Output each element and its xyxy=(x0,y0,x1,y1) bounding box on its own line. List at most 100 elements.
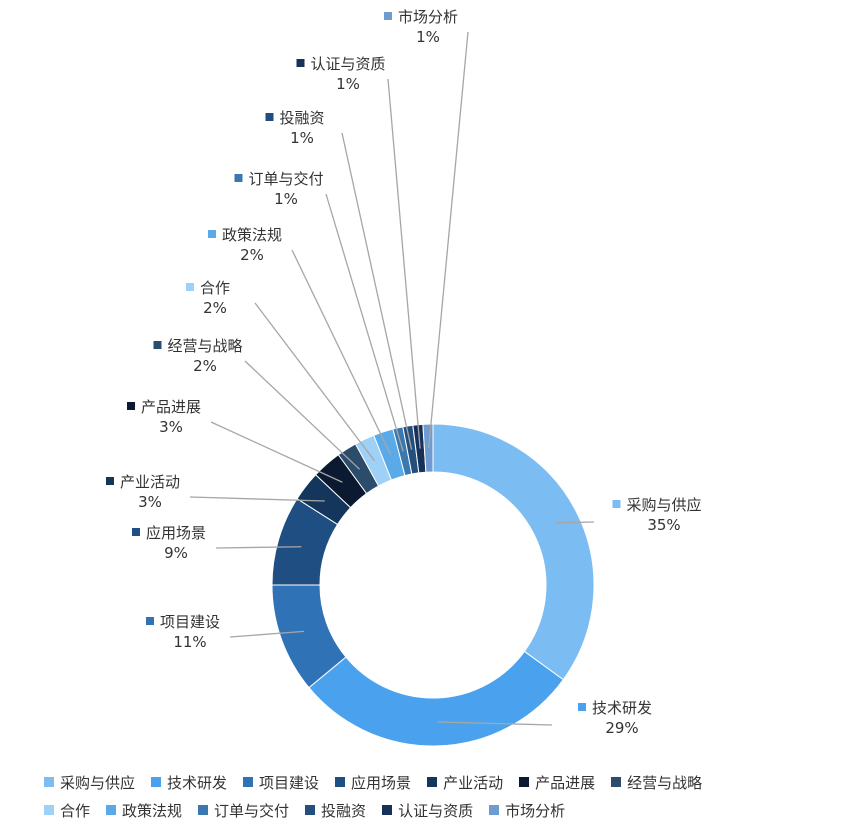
slice-label-项目建设: 项目建设 11% xyxy=(146,613,220,651)
legend-item-市场分析: 市场分析 xyxy=(489,800,565,821)
legend-label: 订单与交付 xyxy=(214,801,290,820)
leader-line-产业活动 xyxy=(189,496,325,502)
slice-label-name: 合作 xyxy=(200,279,230,297)
slice-label-name: 应用场景 xyxy=(146,524,206,542)
legend-label: 合作 xyxy=(60,801,91,820)
legend-item-政策法规: 政策法规 xyxy=(106,800,182,821)
slice-label-swatch xyxy=(234,174,243,182)
legend-label: 项目建设 xyxy=(259,773,320,792)
donut-chart: 采购与供应 35% 技术研发 29% 项目建设 11% 应用场景 9% 产业活动 3% 产品进展 3%… xyxy=(106,8,702,747)
legend-item-产品进展: 产品进展 xyxy=(519,772,595,793)
slice-label-value: 11% xyxy=(173,633,206,651)
slice-label-swatch xyxy=(265,113,274,121)
legend-item-项目建设: 项目建设 xyxy=(243,772,319,793)
slice-label-技术研发: 技术研发 29% xyxy=(578,699,652,737)
slice-label-经营与战略: 经营与战略 2% xyxy=(153,337,243,375)
leader-line-认证与资质 xyxy=(387,78,421,449)
slice-label-value: 29% xyxy=(605,719,638,737)
legend-item-技术研发: 技术研发 xyxy=(151,772,227,793)
slice-label-value: 1% xyxy=(290,129,314,147)
slice-label-value: 1% xyxy=(336,75,360,93)
slice-label-swatch xyxy=(296,59,305,67)
leader-line-订单与交付 xyxy=(325,193,404,452)
slice-label-swatch xyxy=(578,703,586,711)
slice-label-产业活动: 产业活动 3% xyxy=(106,473,180,511)
legend-swatch xyxy=(243,777,254,787)
slice-label-value: 3% xyxy=(138,493,162,511)
slice-技术研发 xyxy=(308,650,564,747)
slice-采购与供应 xyxy=(432,423,595,681)
slice-label-产品进展: 产品进展 3% xyxy=(127,398,201,436)
legend-label: 认证与资质 xyxy=(398,801,474,820)
legend-swatch xyxy=(44,805,54,815)
slice-label-name: 产品进展 xyxy=(141,398,201,416)
slice-label-政策法规: 政策法规 2% xyxy=(208,226,282,264)
slice-label-swatch xyxy=(153,341,162,349)
slice-label-name: 市场分析 xyxy=(398,8,458,26)
legend-label: 技术研发 xyxy=(167,773,228,792)
slice-label-swatch xyxy=(106,477,114,485)
legend-swatch xyxy=(382,805,393,815)
legend-item-订单与交付: 订单与交付 xyxy=(198,800,289,821)
slice-label-swatch xyxy=(612,500,621,508)
slice-label-投融资: 投融资 1% xyxy=(265,109,325,147)
legend-swatch xyxy=(305,805,316,815)
slice-label-name: 认证与资质 xyxy=(311,55,386,73)
legend: 采购与供应 技术研发 项目建设 应用场景 产业活动 产品进展 经营与战略 合作 政策法规 订单与… xyxy=(44,768,844,824)
legend-row: 合作 政策法规 订单与交付 投融资 认证与资质 市场分析 xyxy=(44,796,844,824)
legend-swatch xyxy=(44,777,54,787)
slice-label-认证与资质: 认证与资质 1% xyxy=(296,55,386,93)
legend-swatch xyxy=(427,777,438,787)
slice-label-value: 9% xyxy=(164,544,188,562)
slice-label-swatch xyxy=(208,230,216,238)
slice-label-swatch xyxy=(384,12,392,20)
slice-label-name: 采购与供应 xyxy=(627,496,702,514)
leader-line-市场分析 xyxy=(428,31,469,449)
leader-line-应用场景 xyxy=(215,546,302,549)
legend-item-产业活动: 产业活动 xyxy=(427,772,503,793)
legend-label: 经营与战略 xyxy=(627,773,703,792)
legend-swatch xyxy=(106,805,117,815)
leader-line-项目建设 xyxy=(229,630,305,638)
leader-lines xyxy=(189,31,595,726)
leader-line-投融资 xyxy=(341,132,413,450)
slice-label-swatch xyxy=(127,402,135,410)
leader-line-采购与供应 xyxy=(555,521,595,524)
leader-line-政策法规 xyxy=(291,249,392,455)
legend-item-投融资: 投融资 xyxy=(305,800,366,821)
legend-label: 采购与供应 xyxy=(60,773,136,792)
legend-swatch xyxy=(611,777,622,787)
slice-label-value: 1% xyxy=(274,190,298,208)
legend-item-合作: 合作 xyxy=(44,800,90,821)
slice-label-采购与供应: 采购与供应 35% xyxy=(612,496,702,534)
slice-label-name: 技术研发 xyxy=(592,699,652,717)
slice-labels: 采购与供应 35% 技术研发 29% 项目建设 11% 应用场景 9% 产业活动 3% 产品进展 3%… xyxy=(106,8,702,737)
slice-label-value: 1% xyxy=(416,28,440,46)
slice-label-应用场景: 应用场景 9% xyxy=(132,524,206,562)
slice-label-name: 投融资 xyxy=(280,109,325,127)
legend-label: 政策法规 xyxy=(122,801,183,820)
leader-line-合作 xyxy=(254,302,376,462)
legend-swatch xyxy=(519,777,530,787)
legend-row: 采购与供应 技术研发 项目建设 应用场景 产业活动 产品进展 经营与战略 xyxy=(44,768,844,796)
legend-swatch xyxy=(489,805,500,815)
legend-label: 应用场景 xyxy=(351,773,412,792)
slice-label-name: 经营与战略 xyxy=(168,337,243,355)
slice-label-name: 产业活动 xyxy=(120,473,180,491)
legend-label: 市场分析 xyxy=(505,801,566,820)
legend-label: 产品进展 xyxy=(535,773,596,792)
slice-label-订单与交付: 订单与交付 1% xyxy=(234,170,324,208)
slice-label-value: 2% xyxy=(240,246,264,264)
slice-label-swatch xyxy=(146,617,154,625)
slice-label-swatch xyxy=(186,283,194,291)
leader-line-经营与战略 xyxy=(244,360,361,470)
slice-label-合作: 合作 2% xyxy=(186,279,230,317)
legend-swatch xyxy=(198,805,209,815)
slice-label-value: 3% xyxy=(159,418,183,436)
slice-label-name: 订单与交付 xyxy=(249,170,324,188)
legend-item-采购与供应: 采购与供应 xyxy=(44,772,135,793)
slice-label-name: 项目建设 xyxy=(160,613,220,631)
slice-label-name: 政策法规 xyxy=(222,226,282,244)
legend-item-经营与战略: 经营与战略 xyxy=(611,772,702,793)
legend-swatch xyxy=(335,777,346,787)
